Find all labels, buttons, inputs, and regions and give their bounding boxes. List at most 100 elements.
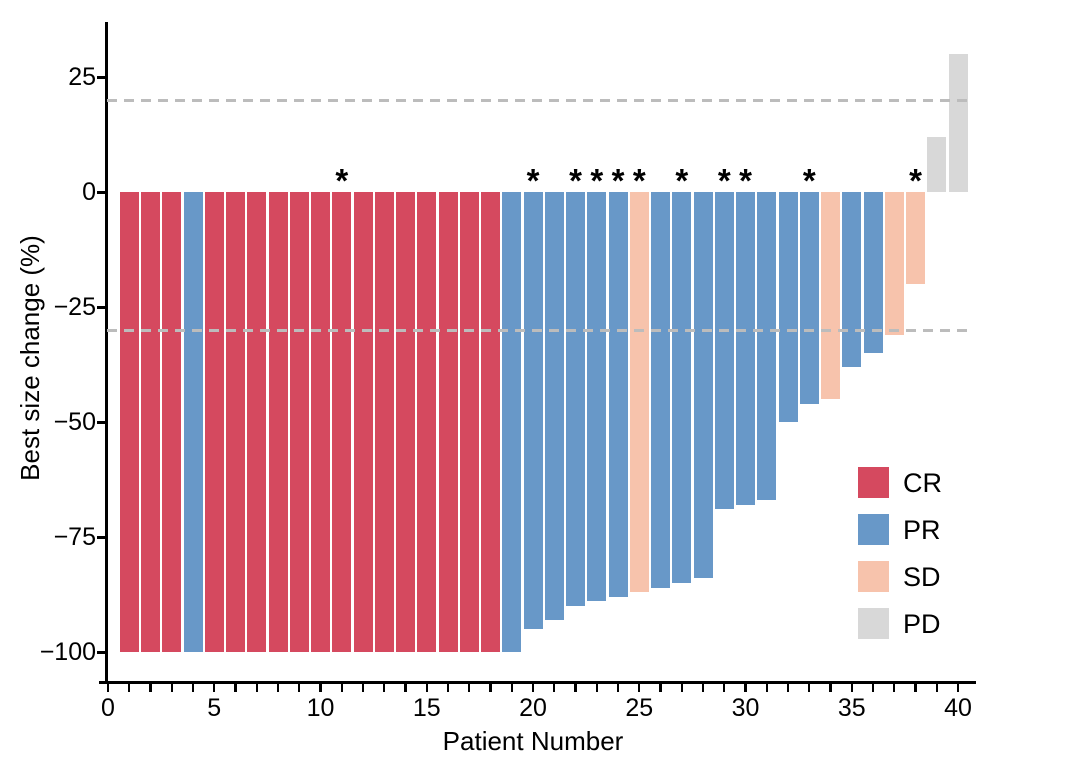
legend-label-pr: PR bbox=[903, 514, 941, 545]
bar-patient-2 bbox=[141, 192, 160, 652]
x-tick-16 bbox=[446, 684, 450, 692]
x-tick-38 bbox=[914, 684, 917, 692]
x-tick-label-25: 25 bbox=[625, 694, 654, 722]
bar-patient-3 bbox=[162, 192, 182, 652]
bar-patient-36 bbox=[863, 192, 883, 353]
bar-patient-6 bbox=[226, 192, 245, 652]
bar-patient-34 bbox=[821, 192, 840, 399]
x-tick-24 bbox=[616, 684, 620, 692]
x-tick-33 bbox=[808, 684, 811, 692]
legend-item-sd: SD bbox=[858, 561, 942, 592]
asterisk-patient-30: * bbox=[739, 162, 752, 199]
bar-patient-15 bbox=[417, 192, 437, 652]
x-tick-27 bbox=[680, 684, 683, 692]
y-tick-label--25: −25 bbox=[53, 293, 96, 321]
legend-item-pd: PD bbox=[858, 608, 942, 639]
x-tick-10 bbox=[319, 684, 322, 692]
x-tick-label-5: 5 bbox=[207, 694, 222, 722]
legend-label-pd: PD bbox=[903, 608, 941, 639]
bar-patient-8 bbox=[268, 192, 288, 652]
bar-patient-4 bbox=[183, 192, 203, 652]
x-tick-29 bbox=[723, 684, 726, 692]
legend-item-cr: CR bbox=[858, 467, 942, 498]
bar-patient-17 bbox=[459, 192, 479, 652]
legend-label-sd: SD bbox=[903, 561, 941, 592]
pd-swatch-icon bbox=[858, 608, 889, 639]
legend-item-pr: PR bbox=[858, 514, 942, 545]
x-tick-39 bbox=[935, 684, 938, 692]
y-tick--75 bbox=[97, 535, 106, 539]
x-tick-8 bbox=[276, 684, 280, 692]
x-tick-26 bbox=[659, 684, 662, 692]
x-tick-6 bbox=[234, 684, 237, 692]
asterisk-patient-29: * bbox=[717, 162, 731, 199]
x-tick-25 bbox=[638, 684, 641, 692]
x-tick-20 bbox=[531, 684, 535, 692]
x-tick-18 bbox=[489, 684, 492, 692]
x-tick-3 bbox=[170, 684, 173, 692]
x-tick-17 bbox=[468, 684, 471, 692]
x-tick-label-15: 15 bbox=[412, 694, 441, 722]
y-axis-title: Best size change (%) bbox=[15, 235, 45, 481]
x-tick-35 bbox=[850, 684, 853, 692]
x-tick-28 bbox=[701, 684, 705, 692]
bar-patient-7 bbox=[247, 192, 267, 652]
y-tick--50 bbox=[97, 420, 106, 424]
bar-patient-30 bbox=[736, 192, 755, 505]
reference-line-lower bbox=[107, 328, 968, 332]
asterisk-patient-38: * bbox=[909, 162, 922, 199]
x-tick-11 bbox=[340, 684, 343, 692]
y-tick-label--50: −50 bbox=[53, 408, 96, 436]
bar-patient-12 bbox=[353, 192, 373, 652]
bar-patient-21 bbox=[544, 192, 564, 620]
x-tick-2 bbox=[149, 684, 152, 692]
x-tick-label-30: 30 bbox=[731, 694, 760, 722]
y-tick-label--75: −75 bbox=[53, 523, 96, 551]
asterisk-patient-20: * bbox=[526, 162, 540, 199]
bar-patient-11 bbox=[332, 192, 352, 652]
bar-patient-10 bbox=[311, 192, 330, 652]
bar-patient-9 bbox=[289, 192, 309, 652]
y-axis-line bbox=[105, 22, 108, 683]
bar-patient-23 bbox=[587, 192, 607, 602]
legend-label-cr: CR bbox=[903, 467, 942, 498]
x-tick-label-10: 10 bbox=[306, 694, 335, 722]
x-axis-line bbox=[99, 681, 976, 684]
x-tick-13 bbox=[383, 684, 386, 692]
x-tick-0 bbox=[106, 684, 110, 692]
bar-patient-18 bbox=[481, 192, 500, 652]
x-tick-22 bbox=[574, 684, 577, 692]
bar-patient-27 bbox=[672, 192, 692, 583]
x-tick-23 bbox=[595, 684, 598, 692]
sd-swatch-icon bbox=[858, 561, 889, 592]
bar-patient-31 bbox=[757, 192, 777, 501]
legend: CR PR SD PD bbox=[858, 467, 942, 655]
x-tick-5 bbox=[213, 684, 216, 692]
asterisk-patient-25: * bbox=[632, 162, 646, 199]
x-tick-label-35: 35 bbox=[837, 694, 866, 722]
bar-patient-26 bbox=[651, 192, 670, 588]
x-axis-title: Patient Number bbox=[442, 726, 624, 756]
bar-patient-22 bbox=[566, 192, 585, 606]
x-tick-7 bbox=[255, 684, 258, 692]
y-tick--25 bbox=[97, 305, 106, 309]
x-tick-21 bbox=[553, 684, 556, 692]
bar-patient-38 bbox=[906, 192, 925, 284]
bar-patient-28 bbox=[693, 192, 713, 579]
asterisk-patient-27: * bbox=[675, 162, 689, 199]
bar-patient-5 bbox=[204, 192, 224, 652]
bar-patient-14 bbox=[396, 192, 415, 652]
x-tick-36 bbox=[871, 684, 875, 692]
y-tick-25 bbox=[97, 75, 106, 79]
asterisk-patient-33: * bbox=[802, 162, 816, 199]
y-tick--100 bbox=[97, 650, 106, 654]
x-tick-label-0: 0 bbox=[101, 694, 115, 722]
y-tick-label-25: 25 bbox=[68, 63, 96, 91]
reference-line-upper bbox=[107, 98, 968, 102]
x-tick-34 bbox=[829, 684, 832, 692]
bar-patient-40 bbox=[948, 54, 968, 192]
bar-patient-39 bbox=[927, 136, 947, 192]
bar-patient-32 bbox=[778, 192, 798, 422]
x-tick-label-20: 20 bbox=[519, 694, 547, 722]
